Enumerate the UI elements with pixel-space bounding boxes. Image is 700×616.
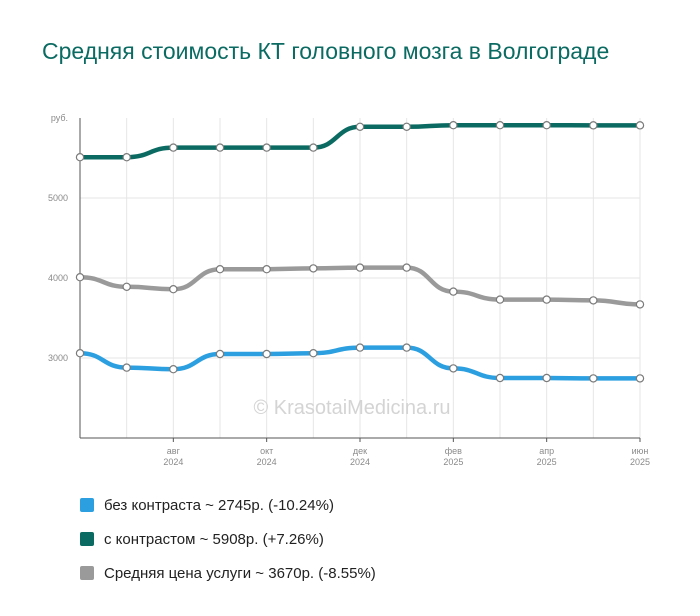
data-point[interactable] bbox=[402, 122, 411, 132]
data-point[interactable] bbox=[449, 120, 458, 130]
chart-title: Средняя стоимость КТ головного мозга в В… bbox=[42, 38, 610, 64]
legend: без контраста ~ 2745р. (-10.24%) с контр… bbox=[80, 488, 376, 590]
data-point[interactable] bbox=[635, 121, 645, 130]
x-tick-month: авг bbox=[167, 446, 181, 456]
tick-labels: 300040005000руб.авг2024окт2024дек2024фев… bbox=[48, 113, 650, 467]
x-tick-month: июн bbox=[632, 446, 649, 456]
data-point[interactable] bbox=[169, 143, 178, 152]
data-point[interactable] bbox=[589, 296, 598, 305]
x-tick-year: 2024 bbox=[257, 457, 277, 467]
data-point[interactable] bbox=[215, 349, 225, 359]
x-tick-month: окт bbox=[260, 446, 273, 456]
data-point[interactable] bbox=[262, 349, 271, 359]
x-tick-month: апр bbox=[539, 446, 554, 456]
y-axis-label: руб. bbox=[51, 113, 68, 123]
x-tick-year: 2025 bbox=[630, 457, 650, 467]
series-layer bbox=[75, 120, 645, 383]
x-tick-year: 2025 bbox=[537, 457, 557, 467]
x-tick-year: 2025 bbox=[443, 457, 463, 467]
data-point[interactable] bbox=[402, 343, 411, 352]
data-point[interactable] bbox=[122, 363, 131, 372]
legend-item-average[interactable]: Средняя цена услуги ~ 3670р. (-8.55%) bbox=[80, 556, 376, 590]
data-point[interactable] bbox=[215, 265, 225, 274]
legend-swatch bbox=[80, 566, 94, 580]
data-point[interactable] bbox=[542, 373, 551, 383]
data-point[interactable] bbox=[635, 300, 645, 309]
data-point[interactable] bbox=[495, 295, 505, 304]
y-tick-label: 4000 bbox=[48, 273, 68, 283]
data-point[interactable] bbox=[309, 264, 318, 273]
data-point[interactable] bbox=[309, 143, 318, 152]
data-point[interactable] bbox=[589, 374, 598, 383]
data-point[interactable] bbox=[495, 120, 505, 130]
x-tick-month: дек bbox=[353, 446, 367, 456]
y-tick-label: 5000 bbox=[48, 193, 68, 203]
legend-swatch bbox=[80, 498, 94, 512]
legend-label: с контрастом ~ 5908р. (+7.26%) bbox=[104, 530, 324, 548]
data-point[interactable] bbox=[402, 263, 411, 272]
data-point[interactable] bbox=[122, 152, 131, 162]
data-point[interactable] bbox=[75, 349, 85, 358]
legend-label: без контраста ~ 2745р. (-10.24%) bbox=[104, 496, 334, 514]
data-point[interactable] bbox=[309, 349, 318, 358]
data-point[interactable] bbox=[542, 295, 551, 304]
legend-label: Средняя цена услуги ~ 3670р. (-8.55%) bbox=[104, 564, 376, 582]
legend-swatch bbox=[80, 532, 94, 546]
legend-item-no-contrast[interactable]: без контраста ~ 2745р. (-10.24%) bbox=[80, 488, 376, 522]
y-tick-label: 3000 bbox=[48, 353, 68, 363]
data-point[interactable] bbox=[635, 374, 645, 383]
data-point[interactable] bbox=[262, 265, 271, 274]
x-tick-year: 2024 bbox=[350, 457, 370, 467]
data-point[interactable] bbox=[75, 152, 85, 162]
legend-item-with-contrast[interactable]: с контрастом ~ 5908р. (+7.26%) bbox=[80, 522, 376, 556]
data-point[interactable] bbox=[449, 287, 458, 296]
data-point[interactable] bbox=[355, 122, 365, 132]
data-point[interactable] bbox=[169, 365, 178, 374]
data-point[interactable] bbox=[75, 273, 85, 282]
data-point[interactable] bbox=[262, 143, 271, 152]
data-point[interactable] bbox=[495, 373, 505, 383]
x-tick-month: фев bbox=[445, 446, 462, 456]
data-point[interactable] bbox=[169, 285, 178, 294]
data-point[interactable] bbox=[542, 120, 551, 130]
data-point[interactable] bbox=[449, 364, 458, 373]
data-point[interactable] bbox=[355, 263, 365, 272]
data-point[interactable] bbox=[215, 143, 225, 152]
data-point[interactable] bbox=[122, 282, 131, 291]
x-tick-year: 2024 bbox=[163, 457, 183, 467]
data-point[interactable] bbox=[355, 343, 365, 352]
grid-lines bbox=[80, 118, 641, 438]
watermark: © KrasotaiMedicina.ru bbox=[253, 397, 450, 419]
data-point[interactable] bbox=[589, 121, 598, 130]
